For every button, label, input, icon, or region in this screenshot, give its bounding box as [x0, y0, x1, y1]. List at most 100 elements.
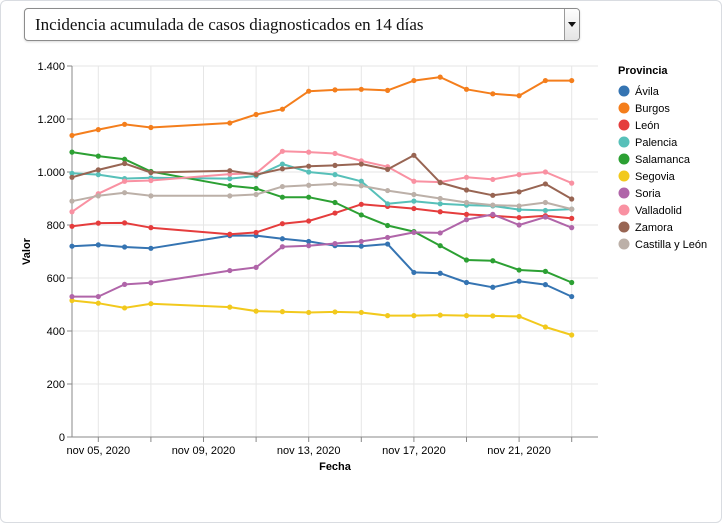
data-point — [542, 213, 549, 219]
data-point — [411, 77, 417, 84]
data-point — [437, 209, 443, 215]
data-point — [227, 171, 233, 177]
data-point — [69, 209, 75, 215]
legend-swatch — [618, 153, 630, 165]
data-point — [569, 196, 575, 202]
data-point — [569, 180, 575, 186]
data-point — [385, 241, 391, 247]
data-point — [122, 190, 128, 196]
data-point — [227, 176, 233, 182]
data-point — [332, 150, 338, 157]
data-point — [95, 172, 101, 178]
data-point — [437, 230, 443, 236]
y-tick-label: 800 — [47, 220, 65, 232]
legend-label: Segovia — [635, 171, 676, 183]
data-point — [490, 91, 496, 97]
data-point — [437, 180, 443, 186]
data-point — [358, 243, 364, 249]
data-point — [569, 215, 575, 221]
data-point — [227, 193, 233, 199]
data-point — [95, 193, 101, 199]
triangle-down-icon — [568, 22, 576, 27]
legend-label: Soria — [635, 188, 662, 200]
data-point — [279, 183, 285, 190]
series-ávila — [69, 233, 575, 300]
series-line — [71, 299, 572, 336]
data-point — [516, 93, 522, 99]
data-point — [411, 269, 417, 276]
data-point — [227, 231, 233, 237]
data-point — [463, 217, 470, 223]
data-point — [253, 170, 259, 176]
data-point — [95, 127, 101, 133]
series-line — [71, 234, 573, 298]
data-point — [279, 161, 285, 167]
axes: 0 200 400 600 800 1.000 1.200 1.400 nov 05, 2020… — [21, 61, 598, 473]
data-point — [306, 182, 312, 188]
data-point — [253, 111, 259, 118]
data-point — [463, 202, 470, 208]
y-tick-label: 200 — [47, 379, 65, 391]
legend-title: Provincia — [618, 65, 668, 77]
data-point — [385, 222, 391, 229]
x-tick-label: nov 21, 2020 — [487, 445, 551, 457]
data-point — [569, 206, 575, 212]
data-point — [253, 172, 259, 178]
data-point — [253, 233, 259, 239]
data-point — [279, 309, 285, 315]
series-line — [71, 163, 572, 212]
data-point — [279, 244, 285, 250]
y-axis-title: Valor — [21, 237, 33, 265]
series-valladolid — [69, 148, 575, 215]
data-point — [569, 293, 575, 300]
data-point — [490, 284, 496, 290]
data-point — [437, 74, 443, 80]
grid — [72, 65, 598, 438]
data-point — [490, 202, 496, 208]
series-line — [71, 154, 573, 200]
data-point — [306, 243, 312, 249]
legend-swatch — [618, 204, 630, 216]
data-point — [358, 183, 364, 189]
data-point — [306, 163, 312, 169]
data-point — [69, 170, 75, 176]
data-point — [279, 148, 285, 154]
metric-selector[interactable]: Incidencia acumulada de casos diagnostic… — [24, 8, 580, 41]
data-point — [516, 267, 522, 273]
data-point — [69, 132, 75, 139]
series-group — [69, 74, 575, 338]
y-tick-label: 600 — [47, 273, 65, 285]
data-point — [227, 267, 233, 274]
x-tick-label: nov 09, 2020 — [172, 445, 236, 457]
data-point — [69, 243, 75, 249]
data-point — [279, 166, 285, 172]
data-point — [95, 242, 101, 248]
data-point — [122, 156, 128, 162]
series-line — [71, 150, 573, 213]
data-point — [122, 244, 128, 250]
data-point — [516, 278, 522, 284]
data-point — [569, 279, 575, 286]
data-point — [306, 194, 312, 200]
series-salamanca — [69, 149, 575, 286]
data-point — [516, 203, 522, 209]
data-point — [122, 176, 128, 182]
data-point — [516, 172, 522, 178]
data-point — [516, 222, 522, 228]
data-point — [542, 214, 549, 220]
dropdown-button[interactable] — [564, 9, 579, 40]
data-point — [306, 238, 312, 245]
data-point — [332, 240, 338, 247]
data-point — [385, 203, 391, 210]
data-point — [358, 158, 364, 164]
data-point — [569, 225, 575, 231]
data-point — [542, 77, 549, 84]
data-point — [332, 199, 338, 206]
data-point — [569, 332, 575, 338]
legend-label: Salamanca — [635, 154, 691, 166]
data-point — [148, 193, 154, 199]
data-point — [358, 161, 364, 167]
series-soria — [69, 211, 575, 300]
data-point — [411, 229, 417, 235]
legend-label: Valladolid — [635, 205, 682, 217]
